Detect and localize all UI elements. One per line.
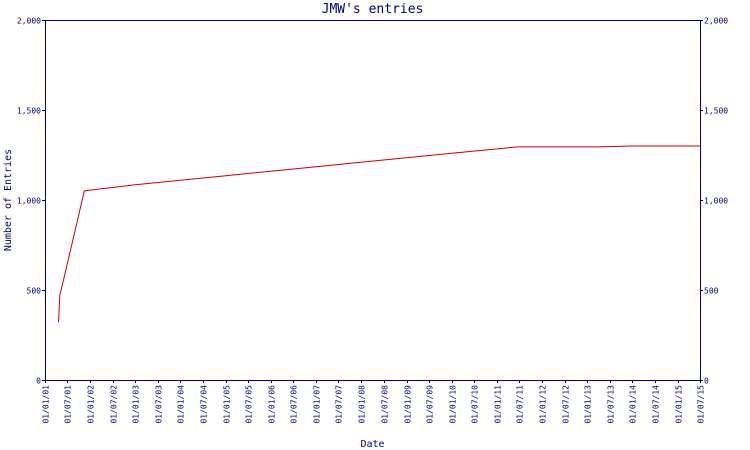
- x-tick-label: 01/01/05: [223, 385, 232, 424]
- x-tick-label: 01/01/09: [404, 385, 413, 424]
- plot-frame: [45, 20, 701, 381]
- x-tick-label: 01/07/10: [471, 385, 480, 424]
- y-tick-label-right: 2,000: [704, 17, 728, 26]
- series-line: [58, 145, 700, 323]
- x-tick-label: 01/01/12: [539, 385, 548, 424]
- x-tick-label: 01/07/14: [652, 385, 661, 424]
- y-tick-label: 1,500: [17, 107, 41, 116]
- y-tick-label-right: 500: [704, 287, 719, 296]
- x-tick-label: 01/07/09: [426, 385, 435, 424]
- x-tick-label: 01/07/04: [200, 385, 209, 424]
- x-axis-label: Date: [360, 439, 384, 450]
- x-tick-label: 01/01/03: [132, 385, 141, 424]
- x-tick-label: 01/07/13: [607, 385, 616, 424]
- x-tick-label: 01/07/02: [110, 385, 119, 424]
- x-tick-label: 01/01/08: [358, 385, 367, 424]
- x-tick-label: 01/01/02: [87, 385, 96, 424]
- y-tick-label: 1,000: [17, 197, 41, 206]
- x-tick-label: 01/07/06: [290, 385, 299, 424]
- chart-title: JMW's entries: [322, 2, 424, 17]
- y-tick-label-right: 0: [704, 377, 709, 386]
- x-tick-label: 01/01/07: [313, 385, 322, 424]
- x-tick-label: 01/07/05: [245, 385, 254, 424]
- x-tick-label: 01/01/04: [177, 385, 186, 424]
- x-axis: 01/01/01 01/07/01 01/01/02 01/07/02 01/01/03…: [42, 380, 706, 424]
- x-tick-label: 01/01/14: [629, 385, 638, 424]
- x-tick-label: 01/01/13: [584, 385, 593, 424]
- x-tick-label: 01/01/10: [449, 385, 458, 424]
- y-tick-label-right: 1,000: [704, 197, 728, 206]
- x-tick-label: 01/07/12: [562, 385, 571, 424]
- x-tick-label: 01/07/01: [64, 385, 73, 424]
- y-tick-label-right: 1,500: [704, 107, 728, 116]
- x-tick-label: 01/07/15: [697, 385, 706, 424]
- series-layer: [58, 145, 700, 323]
- x-tick-label: 01/01/15: [675, 385, 684, 424]
- x-tick-label: 01/01/01: [42, 385, 51, 424]
- y-axis-left: 0 500 1,000 1,500 2,000: [17, 17, 45, 386]
- x-tick-label: 01/01/06: [268, 385, 277, 424]
- y-tick-label: 500: [27, 287, 42, 296]
- y-axis-label: Number of Entries: [3, 149, 14, 251]
- x-tick-label: 01/07/03: [155, 385, 164, 424]
- x-tick-label: 01/07/08: [381, 385, 390, 424]
- y-tick-label: 0: [36, 377, 41, 386]
- y-tick-label: 2,000: [17, 17, 41, 26]
- x-tick-label: 01/07/11: [516, 385, 525, 424]
- x-tick-label: 01/01/11: [494, 385, 503, 424]
- x-tick-label: 01/07/07: [335, 385, 344, 424]
- y-axis-right: 0 500 1,000 1,500 2,000: [700, 17, 728, 386]
